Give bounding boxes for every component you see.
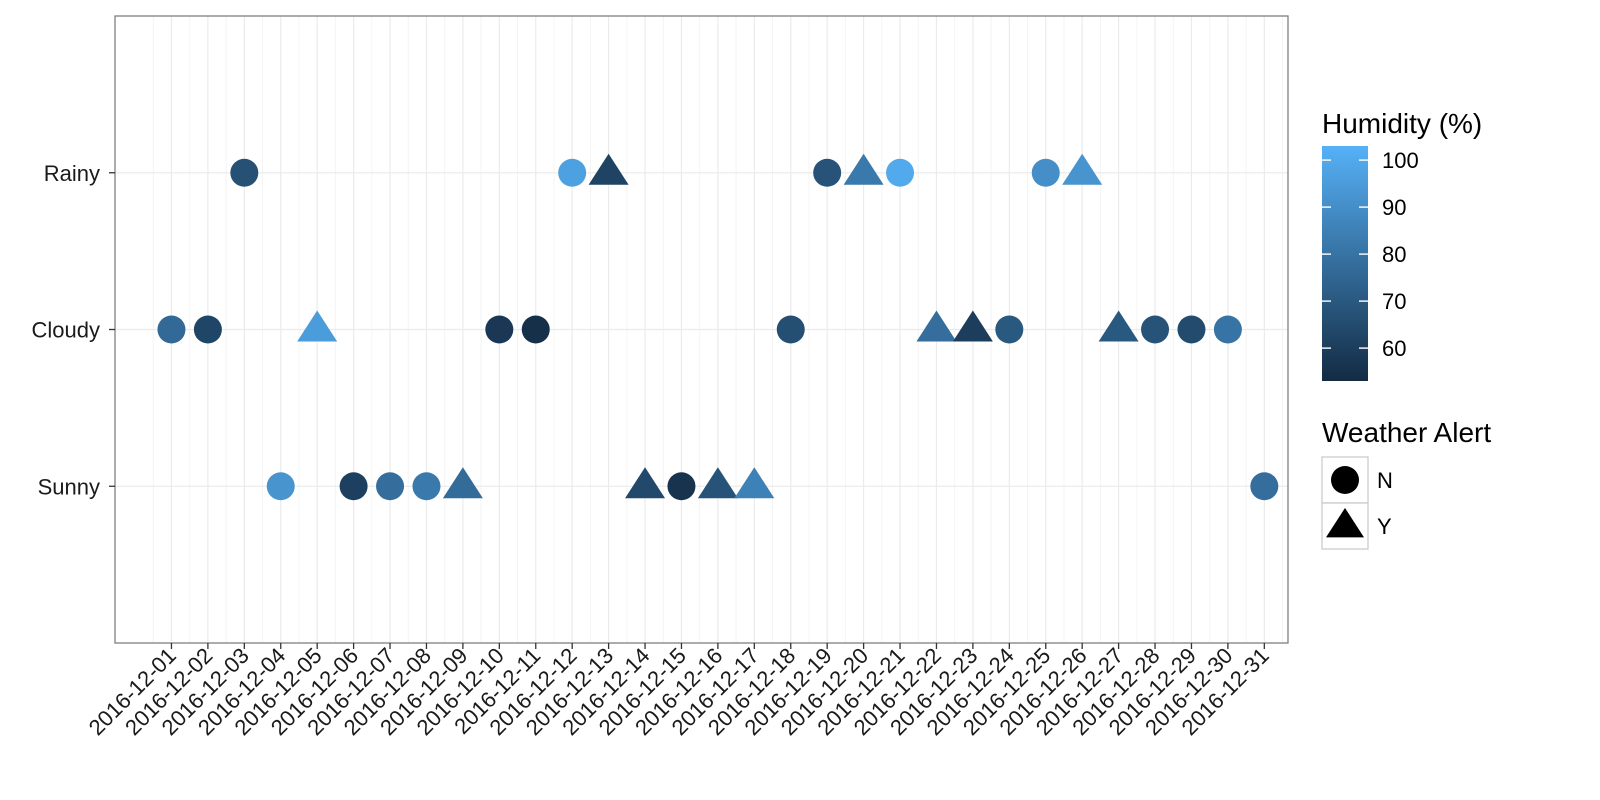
data-point-triangle	[588, 153, 629, 185]
legend-circle-icon	[1331, 466, 1359, 494]
colorbar-tick-label: 100	[1382, 148, 1419, 173]
data-point-triangle	[697, 467, 738, 499]
data-point-triangle	[625, 467, 666, 499]
data-point-circle	[521, 315, 550, 344]
data-point-circle	[376, 472, 405, 501]
data-point-circle	[667, 472, 696, 501]
humidity-colorbar	[1322, 146, 1368, 381]
data-point-circle	[1141, 315, 1170, 344]
data-point-triangle	[734, 467, 775, 499]
data-point-circle	[412, 472, 441, 501]
data-point-circle	[230, 158, 259, 187]
data-point-circle	[1250, 472, 1279, 501]
data-point-circle	[776, 315, 805, 344]
legend-triangle-icon	[1326, 507, 1364, 538]
colorbar-tick-label: 90	[1382, 195, 1406, 220]
data-point-circle	[157, 315, 186, 344]
weather-alert-legend: Weather Alert NY	[1321, 417, 1491, 550]
data-point-circle	[886, 158, 915, 187]
data-point-circle	[1177, 315, 1206, 344]
data-point-triangle	[442, 467, 483, 499]
data-point-circle	[995, 315, 1024, 344]
data-point-circle	[485, 315, 514, 344]
data-point-circle	[1213, 315, 1242, 344]
y-axis: Sunny Cloudy Rainy	[32, 161, 115, 499]
y-tick-label: Rainy	[44, 161, 100, 186]
humidity-legend-title: Humidity (%)	[1322, 108, 1482, 139]
y-tick-label: Cloudy	[32, 318, 100, 343]
data-point-circle	[813, 158, 842, 187]
colorbar-tick-label: 70	[1382, 289, 1406, 314]
y-tick-label: Sunny	[38, 474, 100, 499]
data-point-triangle	[297, 310, 338, 342]
colorbar-tick-label: 60	[1382, 336, 1406, 361]
data-point-triangle	[843, 153, 884, 185]
data-point-triangle	[952, 310, 993, 342]
data-point-triangle	[916, 310, 957, 342]
colorbar-tick-label: 80	[1382, 242, 1406, 267]
data-point-circle	[266, 472, 295, 501]
x-axis: 2016-12-012016-12-022016-12-032016-12-04…	[84, 643, 1274, 740]
data-point-circle	[339, 472, 368, 501]
data-point-triangle	[1098, 310, 1139, 342]
grid-lines	[114, 15, 1289, 644]
data-point-triangle	[1062, 153, 1103, 185]
legend-item-label: Y	[1377, 514, 1392, 539]
legend-item-label: N	[1377, 468, 1393, 493]
data-points	[157, 153, 1279, 501]
weather-alert-legend-title: Weather Alert	[1322, 417, 1491, 448]
humidity-legend: Humidity (%) 60 70 80 90 100	[1322, 108, 1482, 381]
data-point-circle	[558, 158, 587, 187]
data-point-circle	[1031, 158, 1060, 187]
data-point-circle	[193, 315, 222, 344]
